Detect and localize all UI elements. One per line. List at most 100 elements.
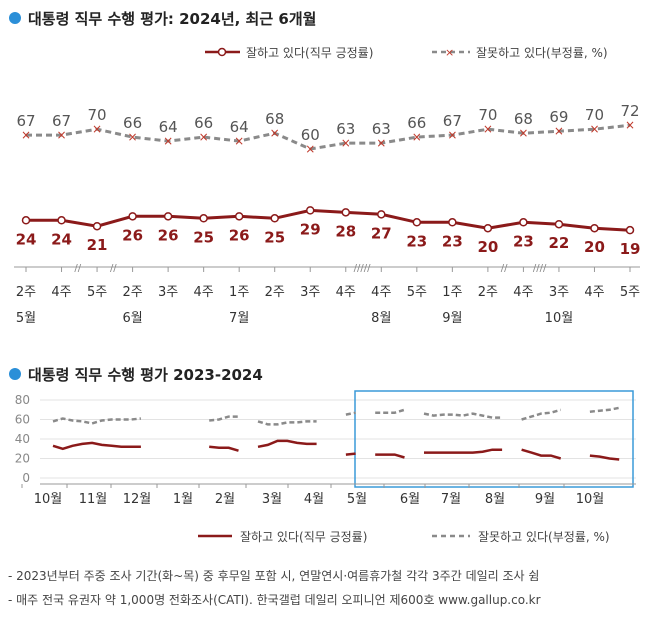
disapproval-line (26, 123, 631, 151)
disapproval-marker: × (305, 142, 315, 156)
approval-marker (92, 221, 102, 231)
title-bullet-icon (9, 12, 21, 24)
disapproval-segment (375, 408, 405, 414)
disapproval-segment (345, 411, 356, 416)
disapproval-segment (589, 406, 620, 413)
disapproval-value-label: 63 (336, 120, 355, 138)
disapproval-marker: × (163, 134, 173, 148)
month-label: 8월 (371, 311, 391, 326)
x-tick-label: 4주 (513, 285, 533, 300)
x-tick-label: 1주 (442, 285, 462, 300)
axis-break-mark: ///// (354, 263, 371, 274)
approval-marker (519, 218, 528, 227)
legend-disapproval-marker: × (445, 46, 454, 59)
disapproval-marker: × (199, 130, 209, 144)
x-tick-label: 4주 (51, 285, 71, 300)
approval-marker (270, 214, 279, 223)
chart2-grid: 0 20 40 60 80 (15, 393, 636, 485)
approval-value-label: 19 (620, 240, 641, 258)
disapproval-segment (423, 412, 503, 419)
x-tick-label: 5월 (347, 492, 367, 507)
approval-value-label: 26 (122, 226, 143, 244)
legend2-disapproval-label: 잘못하고 있다(부정률, %) (478, 530, 610, 544)
x-tick-label: 2주 (478, 285, 498, 300)
approval-marker (57, 216, 66, 225)
disapproval-marker: × (589, 122, 599, 136)
approval-value-label: 28 (335, 222, 356, 240)
x-tick-label: 12월 (123, 492, 152, 507)
x-tick-label: 10월 (34, 492, 63, 507)
x-tick-label: 4주 (336, 285, 356, 300)
chart1-plot: ×67×67 ×70×66×64×66×64 ×68×60 ×63×63 ×66×67 ×… (16, 102, 641, 258)
disapproval-segment (257, 420, 317, 426)
axis-break-mark: // (501, 263, 508, 274)
x-tick-label: 1월 (173, 492, 193, 507)
x-tick-label: 2월 (215, 492, 235, 507)
disapproval-value-label: 60 (301, 126, 320, 144)
disapproval-marker: × (483, 122, 493, 136)
month-label: 9월 (442, 311, 462, 326)
footnote-1: - 2023년부터 주중 조사 기간(화~목) 중 후무일 포함 시, 연말연시… (8, 569, 539, 583)
approval-marker (377, 210, 386, 219)
x-tick-label: 5주 (620, 285, 640, 300)
approval-line (26, 208, 631, 232)
approval-value-label: 23 (513, 232, 534, 250)
approval-segment (424, 448, 503, 454)
approval-segment (209, 445, 239, 452)
approval-marker (163, 212, 173, 221)
chart2-legend: 잘하고 있다(직무 긍정률) 잘못하고 있다(부정률, %) (198, 530, 610, 544)
month-label: 6월 (122, 311, 142, 326)
approval-value-label: 22 (549, 234, 570, 252)
disapproval-value-label: 64 (230, 118, 249, 136)
approval-marker (625, 225, 635, 235)
x-tick-label: 4월 (304, 492, 324, 507)
disapproval-segment (52, 417, 142, 425)
disapproval-marker: × (376, 136, 386, 150)
chart2-x-axis: 10월 11월 12월 1월 2월 3월 4월 5월 6월 7월 8월 9월 10월 (21, 483, 636, 507)
approval-segment (375, 453, 405, 459)
disapproval-marker: × (625, 118, 635, 132)
y-tick-label: 60 (15, 413, 30, 427)
x-tick-label: 9월 (535, 492, 555, 507)
approval-marker (590, 223, 599, 233)
approval-marker (199, 214, 208, 223)
approval-segment (345, 452, 356, 456)
x-tick-label: 3월 (262, 492, 282, 507)
y-tick-label: 20 (15, 452, 30, 466)
approval-value-label: 20 (584, 238, 605, 256)
approval-value-label: 24 (16, 230, 37, 248)
axis-break-mark: //// (533, 263, 547, 274)
x-tick-label: 3주 (158, 285, 178, 300)
chart1-title: 대통령 직무 수행 평가: 2024년, 최근 6개월 (28, 10, 316, 28)
approval-value-label: 25 (193, 228, 214, 246)
chart2-plot (52, 406, 620, 461)
x-tick-label: 5주 (87, 285, 107, 300)
approval-value-label: 26 (229, 226, 250, 244)
approval-marker (21, 216, 31, 225)
chart1-x-axis: ///////////////2주 4주 5주 2주 3주 4주 1주 2주 3주 4주 4주 5주 1… (14, 263, 640, 326)
x-tick-label: 2주 (122, 285, 142, 300)
disapproval-marker: × (128, 130, 138, 144)
disapproval-value-label: 70 (88, 106, 107, 124)
x-tick-label: 4주 (371, 285, 391, 300)
disapproval-value-label: 70 (585, 106, 604, 124)
disapproval-value-label: 64 (159, 118, 178, 136)
footnote-2: - 매주 전국 유권자 약 1,000명 전화조사(CATI). 한국갤럽 데일… (8, 592, 541, 607)
disapproval-value-label: 68 (265, 110, 284, 128)
disapproval-value-label: 66 (407, 114, 426, 132)
disapproval-value-label: 67 (16, 112, 35, 130)
y-tick-label: 0 (22, 471, 30, 485)
x-tick-label: 2주 (265, 285, 285, 300)
approval-value-label: 25 (264, 228, 285, 246)
disapproval-segment (209, 415, 239, 422)
month-label: 10월 (545, 311, 574, 326)
approval-marker (412, 218, 422, 227)
y-tick-label: 40 (15, 432, 30, 446)
disapproval-value-label: 63 (372, 120, 391, 138)
approval-marker (305, 206, 315, 215)
approval-marker (341, 208, 351, 217)
disapproval-marker: × (412, 130, 422, 144)
disapproval-value-label: 67 (443, 112, 462, 130)
approval-value-label: 23 (442, 232, 463, 250)
